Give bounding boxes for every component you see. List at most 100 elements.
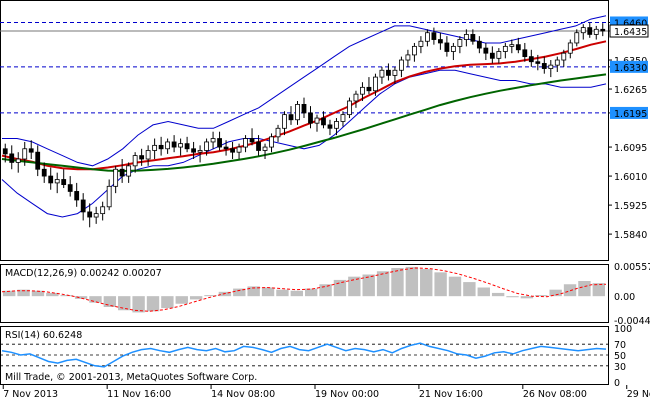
candle [567, 39, 573, 59]
time-tick-label: 21 Nov 16:00 [419, 389, 483, 400]
macd-bar [17, 289, 30, 297]
candle-body-bear [301, 104, 307, 114]
candle-body-bear [191, 148, 196, 153]
candle-body-bull [243, 138, 248, 148]
candle [450, 42, 456, 61]
rsi-title: RSI(14) 60.6248 [5, 330, 82, 341]
candle [165, 138, 171, 154]
candle [496, 48, 502, 64]
candle [67, 176, 73, 197]
candle [528, 49, 534, 67]
candle-body-bull [178, 143, 184, 148]
candle [256, 135, 261, 156]
candle-body-bear [308, 112, 313, 124]
candle [548, 60, 554, 78]
rsi-pane-frame [0, 326, 609, 385]
candle-body-bear [489, 52, 495, 59]
candle-body-bear [476, 40, 482, 49]
candle [476, 36, 482, 54]
candle [580, 24, 586, 40]
candle [295, 100, 300, 125]
price-tick-label: 1.6435 [614, 27, 647, 38]
rsi-pane [0, 342, 608, 368]
candle-body-bull [106, 185, 112, 208]
macd-bar [118, 296, 131, 311]
candle [392, 66, 398, 84]
price-label-box [609, 24, 649, 38]
price-pane [0, 15, 608, 228]
macd-bar [146, 296, 160, 312]
candle-body-bear [9, 153, 15, 163]
macd-bar [520, 296, 534, 299]
candle [541, 56, 547, 74]
macd-bar [362, 274, 375, 297]
candle-body-bull [314, 117, 320, 124]
candle [360, 82, 365, 101]
time-tick-label: 11 Nov 16:00 [107, 389, 171, 400]
candle-body-bull [165, 141, 171, 150]
macd-bar [46, 292, 59, 297]
candle-body-bull [548, 64, 554, 69]
candle [100, 201, 106, 221]
candle-body-bull [100, 206, 106, 215]
candle-body-bull [269, 136, 274, 148]
candle-body-bear [515, 44, 521, 51]
price-label-box [610, 60, 648, 73]
macd-bar [319, 284, 332, 297]
candle-body-bull [424, 32, 430, 42]
copyright-text: Mill Trade, © 2001-2013, MetaQuotes Soft… [5, 372, 257, 383]
candle-body-bear [483, 47, 489, 54]
candle [262, 143, 268, 160]
candle-body-bear [431, 32, 437, 40]
candle-body-bull [373, 76, 378, 92]
macd-bar [477, 287, 490, 297]
candle-body-bull [282, 114, 287, 129]
candle [366, 77, 372, 95]
candle-body-bull [561, 52, 567, 61]
candle [424, 29, 430, 47]
candle-body-bear [87, 211, 93, 218]
macd-pane [1, 266, 607, 313]
candle-body-bull [509, 44, 515, 47]
candle [28, 140, 34, 160]
candle [431, 27, 437, 45]
macd-tick-label: 0.00 [614, 292, 635, 303]
macd-bar [376, 271, 390, 297]
candle-body-bear [28, 148, 34, 153]
candle-body-bull [347, 100, 352, 116]
price-tick-label: 1.6330 [614, 63, 647, 74]
candle-body-bull [295, 104, 300, 121]
candle-body-bear [600, 28, 606, 32]
candle [191, 141, 196, 160]
candle-body-bear [41, 168, 47, 177]
candle [535, 54, 541, 71]
candle [269, 133, 274, 153]
macd-bar [563, 284, 577, 297]
candle [2, 143, 8, 163]
candle-body-bull [126, 165, 132, 177]
candle [412, 42, 417, 62]
candle-body-bull [22, 148, 28, 160]
series-bollinger-upper [2, 15, 607, 167]
macd-bar [276, 289, 289, 297]
candle-body-bear [139, 155, 145, 160]
macd-bar [391, 268, 404, 297]
candle-body-bear [230, 148, 235, 153]
candle [483, 42, 489, 61]
candle [236, 143, 242, 160]
candle [457, 36, 463, 54]
candle-body-bull [340, 114, 346, 122]
candle-body-bear [535, 61, 541, 64]
candle [515, 37, 521, 54]
candle-body-bear [2, 148, 8, 155]
candle-body-bear [48, 175, 54, 184]
candle [48, 167, 54, 190]
candle-body-bear [541, 63, 547, 69]
macd-bar [247, 286, 260, 297]
candle-body-bull [210, 138, 216, 143]
candle-body-bull [379, 69, 385, 78]
macd-bar [348, 276, 361, 297]
macd-bar [592, 283, 605, 297]
macd-bar [506, 296, 519, 298]
